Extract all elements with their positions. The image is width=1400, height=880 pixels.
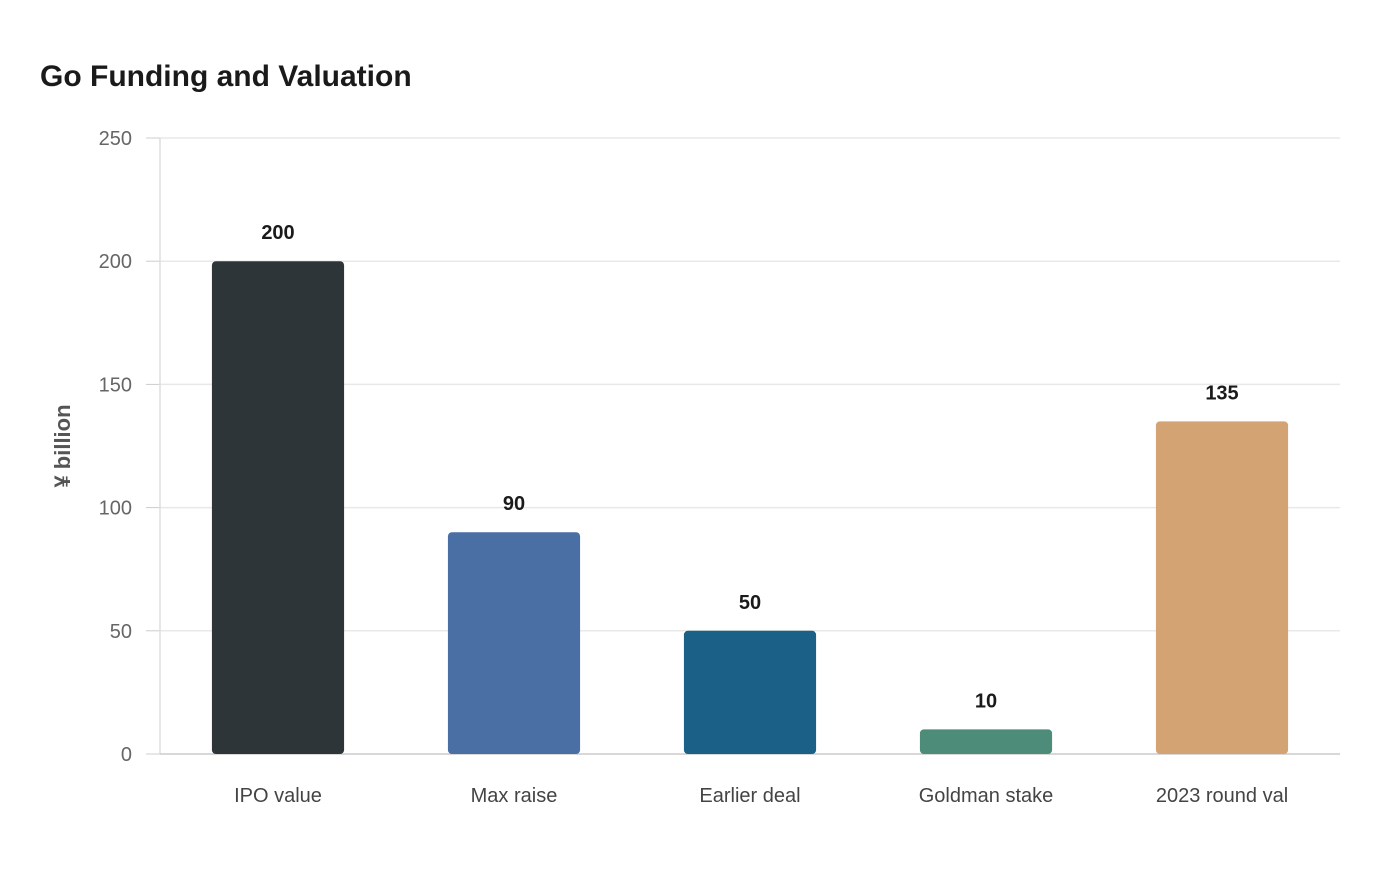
y-tick-label: 0 [121, 744, 132, 766]
bar [683, 630, 817, 754]
grid-lines [160, 137, 1340, 632]
y-axis-title: ¥ billion [50, 404, 75, 487]
y-tick-label: 250 [99, 128, 132, 150]
y-tick-label: 50 [110, 621, 132, 643]
data-label: 200 [261, 222, 294, 244]
x-tick-label: Max raise [471, 785, 558, 807]
y-tick-label: 100 [99, 498, 132, 520]
x-tick-label: IPO value [234, 785, 322, 807]
x-tick-label: 2023 round val [1156, 785, 1288, 807]
data-label: 90 [503, 493, 525, 515]
y-tick-labels: 0 50 100 150 200 250 [99, 128, 132, 766]
bar [919, 729, 1053, 754]
chart-title: Go Funding and Valuation [40, 60, 412, 93]
y-tick-label: 150 [99, 374, 132, 396]
data-labels: 200 90 50 10 135 [261, 222, 1238, 712]
y-tick-label: 200 [99, 251, 132, 273]
bar [1155, 421, 1289, 754]
data-label: 135 [1205, 382, 1238, 404]
x-tick-label: Earlier deal [699, 785, 800, 807]
bar [211, 261, 345, 754]
x-tick-label: Goldman stake [919, 785, 1054, 807]
data-label: 10 [975, 690, 997, 712]
category-labels: IPO value Max raise Earlier deal Goldman st… [234, 785, 1288, 807]
bars [211, 261, 1289, 754]
bar [447, 532, 581, 754]
data-label: 50 [739, 592, 761, 614]
